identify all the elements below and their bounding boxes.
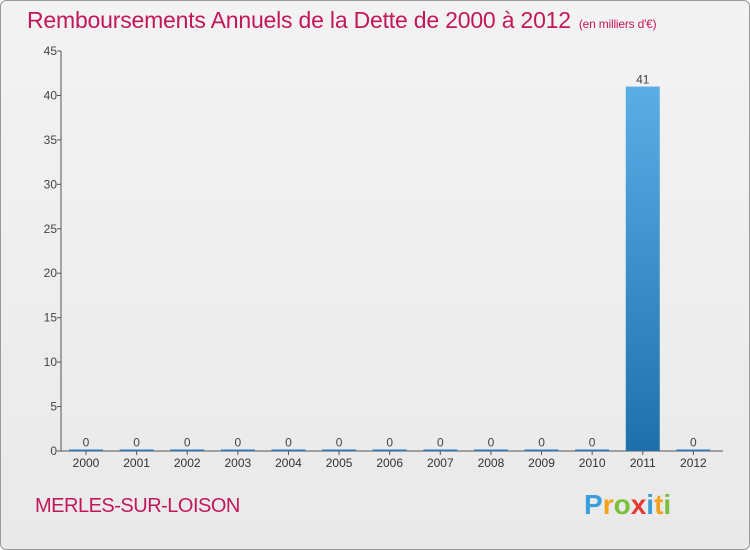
bar-2009 [524,449,559,451]
data-label-2006: 0 [386,436,393,450]
y-tick-label: 5 [50,400,57,414]
y-tick-label: 45 [44,44,58,58]
bar-2011 [625,86,660,452]
y-tick-label: 0 [50,444,57,458]
x-tick-label: 2010 [579,456,606,470]
bar-2006 [372,449,407,451]
y-tick-label: 35 [44,133,58,147]
data-label-2008: 0 [488,436,495,450]
x-tick-label: 2006 [376,456,403,470]
chart-unit-note: (en milliers d'€) [578,17,657,31]
x-tick-label: 2000 [73,456,100,470]
data-label-2003: 0 [235,436,242,450]
data-label-2010: 0 [589,436,596,450]
bar-2002 [170,449,205,451]
proxiti-logo: Proxiti [584,489,672,520]
x-tick-label: 2008 [478,456,505,470]
x-tick-label: 2001 [123,456,150,470]
x-tick-label: 2004 [275,456,302,470]
x-tick-label: 2011 [630,456,656,470]
x-tick-label: 2009 [528,456,555,470]
y-tick-label: 10 [44,355,58,369]
bar-2008 [473,449,508,451]
x-tick-label: 2007 [427,456,454,470]
data-label-2004: 0 [285,436,292,450]
data-label-2005: 0 [336,436,343,450]
y-tick-label: 15 [44,311,58,325]
chart-data-labels: 0 0 0 0 0 0 0 0 0 0 0 41 0 [83,73,697,450]
bar-2000 [69,449,103,451]
data-label-2011: 41 [636,73,650,87]
bar-2004 [271,449,306,451]
bar-2005 [322,449,357,451]
y-tick-label: 20 [44,266,58,280]
x-tick-label: 2012 [680,456,707,470]
chart-axes: 0 5 10 15 20 25 30 35 40 45 2000 2001 2002 2003 2004 20… [44,44,723,470]
chart-bars [69,86,711,452]
data-label-2012: 0 [690,436,697,450]
bar-2007 [423,449,458,451]
data-label-2009: 0 [538,436,545,450]
data-label-2002: 0 [184,436,191,450]
y-tick-label: 25 [44,222,58,236]
commune-name: MERLES-SUR-LOISON [35,495,240,517]
bar-2003 [220,449,255,451]
data-label-2001: 0 [133,436,140,450]
bar-2012 [676,449,711,451]
bar-2001 [119,449,154,451]
x-tick-label: 2002 [174,456,201,470]
y-tick-label: 30 [44,177,58,191]
y-tick-label: 40 [44,88,58,102]
chart-title: Remboursements Annuels de la Dette de 20… [27,7,657,34]
data-label-2000: 0 [83,436,90,450]
x-tick-label: 2005 [326,456,353,470]
data-label-2007: 0 [437,436,444,450]
chart-title-text: Remboursements Annuels de la Dette de 20… [27,7,571,33]
x-tick-label: 2003 [224,456,251,470]
bar-2010 [575,449,610,451]
